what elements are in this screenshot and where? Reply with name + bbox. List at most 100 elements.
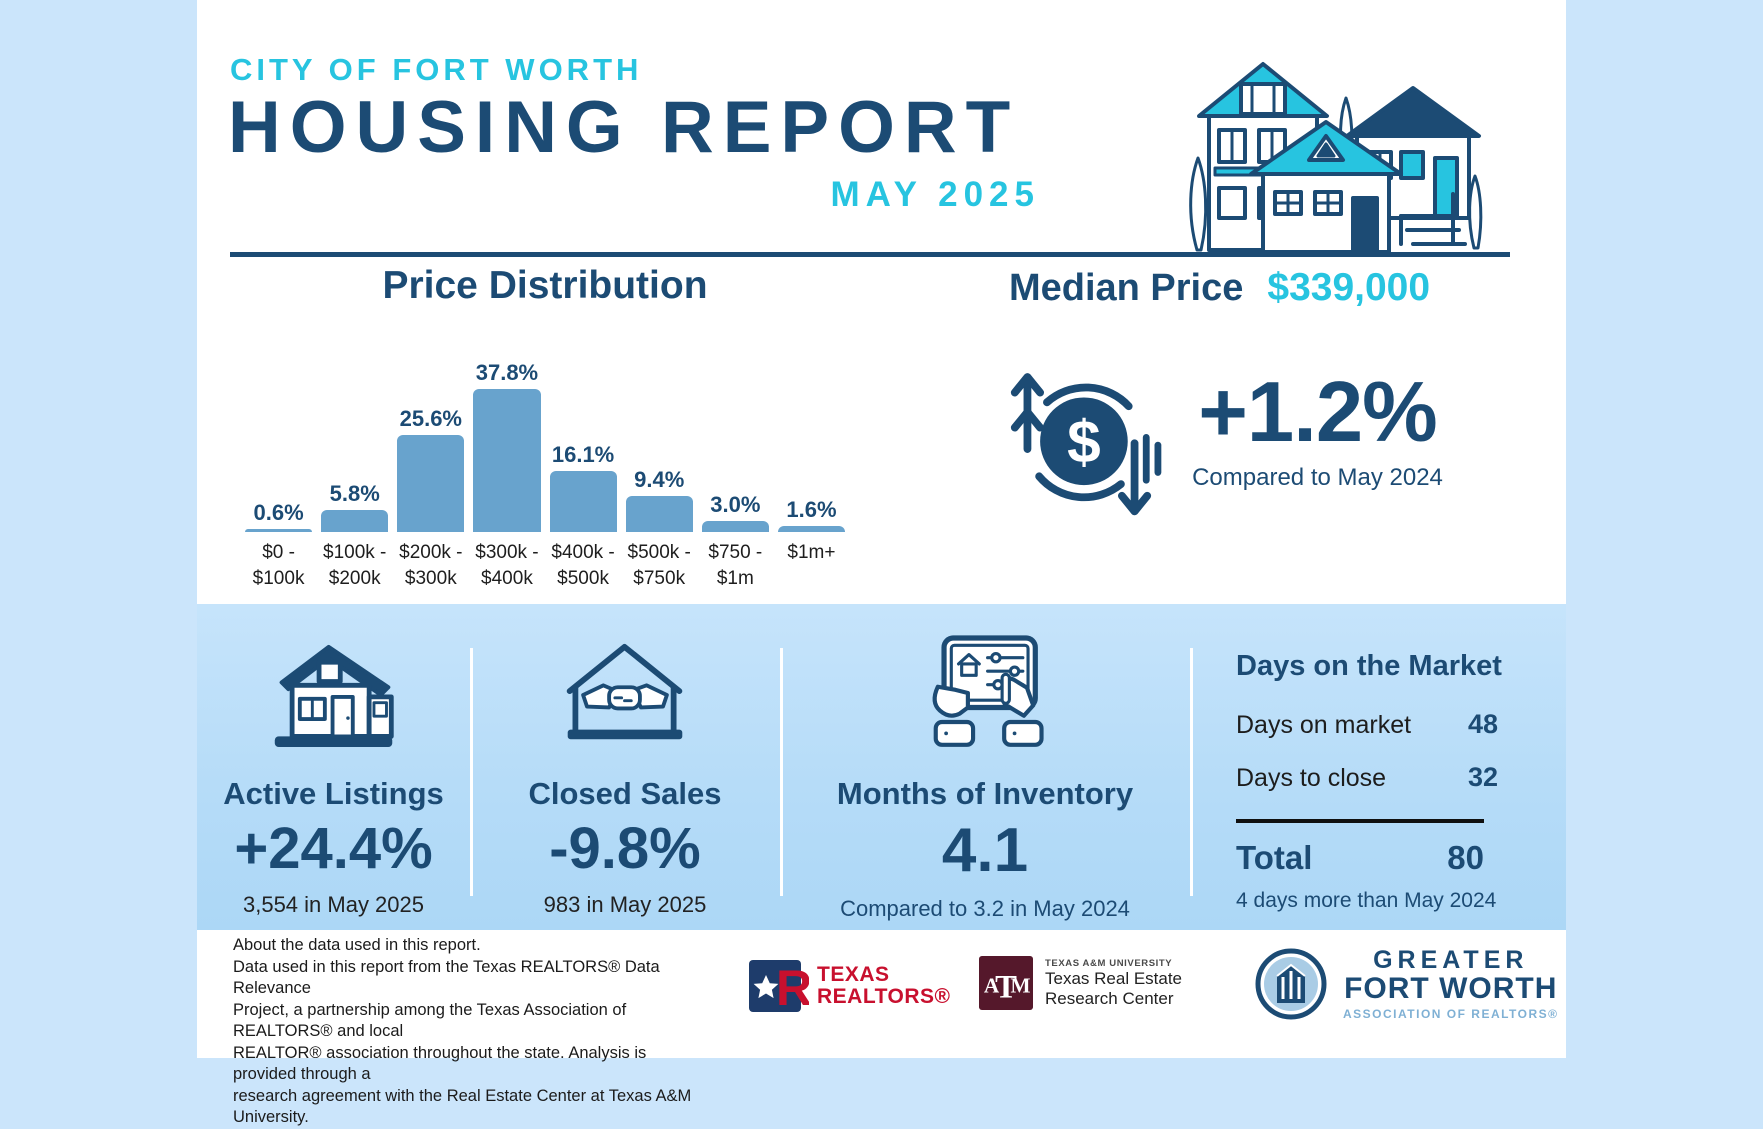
tamu-line2: Texas Real Estate	[1045, 968, 1183, 988]
report-kicker: CITY OF FORT WORTH	[230, 52, 643, 87]
texas-realtors-line1: TEXAS	[817, 963, 890, 986]
stat-closed-sales: Closed Sales -9.8% 983 in May 2025	[470, 604, 780, 930]
bar-value-label: 5.8%	[329, 481, 380, 507]
tamu-wordmark: TEXAS A&M UNIVERSITY Texas Real Estate R…	[1045, 958, 1182, 1009]
texas-realtors-logo: R TEXAS REALTORS®	[749, 958, 951, 1014]
stat-active-listings: Active Listings +24.4% 3,554 in May 2025	[197, 604, 470, 930]
bar	[777, 525, 845, 532]
stat-label: Months of Inventory	[836, 776, 1134, 811]
dollar-cycle-icon: $	[1010, 373, 1162, 516]
bar	[625, 496, 693, 532]
svg-text:A: A	[984, 974, 1000, 998]
stat-note: Compared to 3.2 in May 2024	[840, 896, 1130, 921]
tamu-line3: Research Center	[1045, 988, 1174, 1008]
days-total-divider	[1236, 819, 1484, 823]
stat-note: 3,554 in May 2025	[242, 892, 425, 917]
houses-illustration-icon	[1189, 62, 1483, 254]
days-row-value: 32	[1467, 762, 1498, 792]
stat-note: 983 in May 2025	[543, 892, 707, 917]
bar-category-label: $200k - $300k	[399, 542, 463, 589]
stat-label: Closed Sales	[528, 776, 722, 811]
days-total-note: 4 days more than May 2024	[1236, 889, 1497, 912]
bar-category-label: $0 - $100k	[252, 542, 305, 589]
bar-column: 16.1%	[549, 442, 617, 532]
median-price-section: Median Price $339,000 $ +1.2% Compa	[897, 266, 1542, 525]
days-to-close-row: Days to close 32	[1236, 762, 1498, 793]
texas-realtors-wordmark: TEXAS REALTORS®	[817, 964, 951, 1008]
bar-value-label: 16.1%	[551, 442, 615, 468]
svg-text:M: M	[1010, 974, 1030, 998]
days-on-market-row: Days on market 48	[1236, 709, 1498, 740]
gfw-line3: ASSOCIATION OF REALTORS®	[1343, 1007, 1559, 1021]
bar-value-label: 0.6%	[253, 499, 304, 525]
bar-value-label: 37.8%	[475, 360, 539, 385]
bar	[549, 471, 617, 532]
bar-column: 25.6%	[397, 406, 465, 532]
about-data-text: About the data used in this report. Data…	[233, 936, 692, 1126]
stats-band: Active Listings +24.4% 3,554 in May 2025	[197, 604, 1566, 930]
chart-title: Price Distribution	[382, 264, 708, 307]
days-row-value: 48	[1467, 709, 1498, 739]
header-divider	[230, 252, 1510, 257]
bar-category-label: $300k - $400k	[475, 542, 539, 589]
median-change-block: +1.2% Compared to May 2024	[1192, 365, 1443, 492]
greater-fort-worth-logo: GREATER FORT WORTH ASSOCIATION OF REALTO…	[1253, 946, 1559, 1022]
price-distribution-categories: $0 - $100k $100k - $200k $200k - $300k $300…	[245, 540, 845, 591]
bar-category-label: $500k - $750k	[627, 542, 691, 589]
bar-category-label: $750 - $1m	[708, 542, 763, 589]
stat-months-of-inventory: Months of Inventory 4.1 Compared to 3.2 …	[780, 604, 1190, 930]
handshake-house-icon	[560, 626, 690, 762]
price-distribution-bars: 0.6% 5.8% 25.6% 37.8% 16.1% 9.4% 3.0% 1.6%	[245, 320, 845, 532]
gfw-line1: GREATER	[1373, 946, 1529, 974]
tamu-atm-mark-icon: A T M	[979, 956, 1033, 1010]
texas-realtors-mark-icon: R	[749, 960, 809, 1014]
bar-category-label: $400k - $500k	[551, 542, 615, 589]
texas-realtors-line2: REALTORS®	[817, 985, 951, 1008]
days-row-label: Days to close	[1236, 764, 1387, 792]
bar-value-label: 25.6%	[399, 406, 462, 432]
report-card: CITY OF FORT WORTH HOUSING REPORT MAY 20…	[197, 0, 1566, 1126]
tablet-hands-icon	[915, 626, 1055, 762]
stat-value: 4.1	[941, 816, 1029, 885]
days-total-value: 80	[1447, 839, 1484, 876]
stat-value: -9.8%	[549, 816, 701, 881]
median-price-value: $339,000	[1267, 266, 1431, 309]
bar	[397, 435, 465, 532]
gfw-seal-icon	[1255, 948, 1327, 1020]
median-price-heading: Median Price $339,000	[897, 266, 1542, 310]
bar-column: 1.6%	[777, 496, 845, 532]
footer: About the data used in this report. Data…	[197, 930, 1566, 1126]
bar-column: 0.6%	[245, 499, 313, 532]
svg-text:$: $	[1067, 408, 1101, 476]
bar-category-label: $100k - $200k	[323, 542, 387, 589]
bar	[321, 510, 389, 532]
housing-report-infographic: { "header": { "kicker": "CITY OF FORT WO…	[197, 0, 1566, 1126]
tamu-line1: TEXAS A&M UNIVERSITY	[1045, 957, 1173, 969]
days-row-label: Days on market	[1236, 711, 1412, 739]
house-icon	[269, 626, 399, 762]
bar	[245, 528, 313, 532]
days-panel-title: Days on the Market	[1236, 650, 1502, 682]
band-divider	[1190, 648, 1193, 896]
median-price-body: $ +1.2% Compared to May 2024	[897, 340, 1542, 525]
median-change-value: +1.2%	[1198, 365, 1437, 461]
bar-value-label: 9.4%	[634, 467, 685, 493]
days-total-row: Total 80	[1236, 839, 1484, 877]
band-divider	[470, 648, 473, 896]
bar-column: 5.8%	[321, 481, 389, 532]
stat-label: Active Listings	[223, 776, 444, 811]
tamu-research-center-logo: A T M TEXAS A&M UNIVERSITY Texas Real Es…	[979, 956, 1182, 1010]
days-total-label: Total	[1236, 839, 1313, 876]
svg-text:T: T	[995, 969, 1017, 1005]
gfw-line2: FORT WORTH	[1344, 972, 1558, 1005]
gfw-wordmark: GREATER FORT WORTH ASSOCIATION OF REALTO…	[1343, 947, 1559, 1021]
bar-value-label: 1.6%	[786, 496, 837, 522]
svg-text:R: R	[776, 960, 809, 1014]
bar-column: 9.4%	[625, 467, 693, 532]
band-divider	[780, 648, 783, 896]
bar-category-label: $1m+	[787, 542, 836, 563]
bar	[701, 520, 769, 532]
price-distribution-chart: Price Distribution 0.6% 5.8% 25.6% 37.8% 16.…	[245, 264, 845, 591]
bar-column: 37.8%	[473, 360, 541, 532]
page-title: HOUSING REPORT	[228, 87, 1020, 168]
